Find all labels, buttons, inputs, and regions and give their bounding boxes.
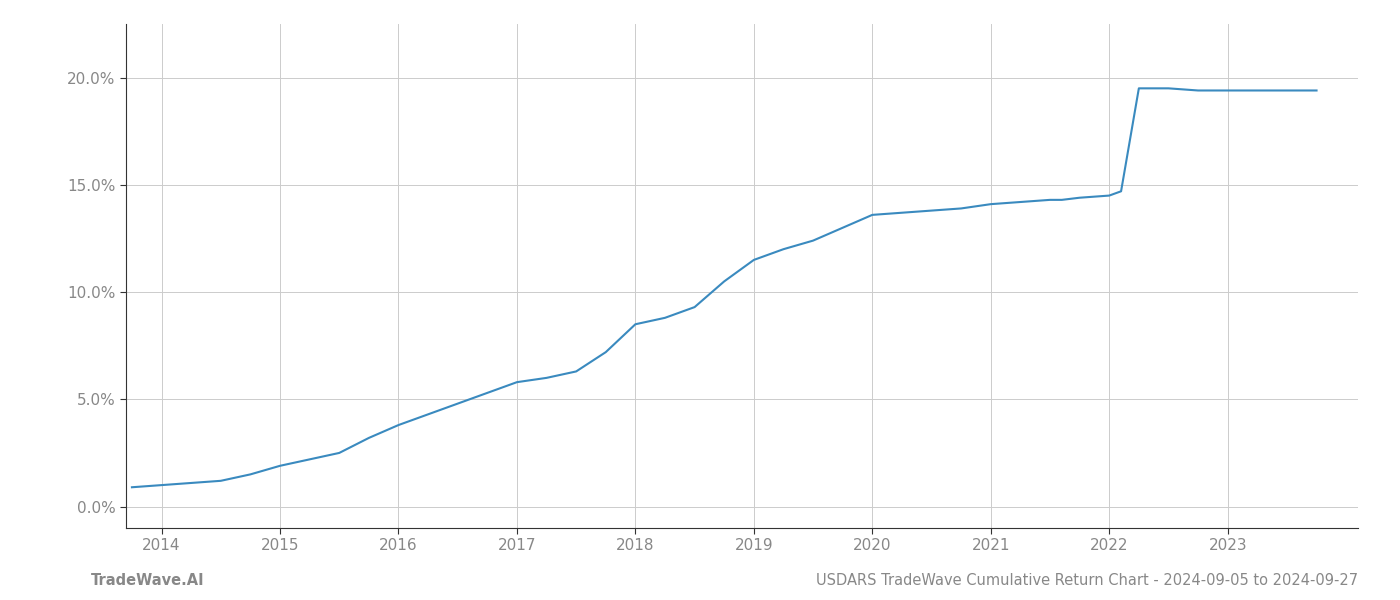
Text: TradeWave.AI: TradeWave.AI (91, 573, 204, 588)
Text: USDARS TradeWave Cumulative Return Chart - 2024-09-05 to 2024-09-27: USDARS TradeWave Cumulative Return Chart… (816, 573, 1358, 588)
